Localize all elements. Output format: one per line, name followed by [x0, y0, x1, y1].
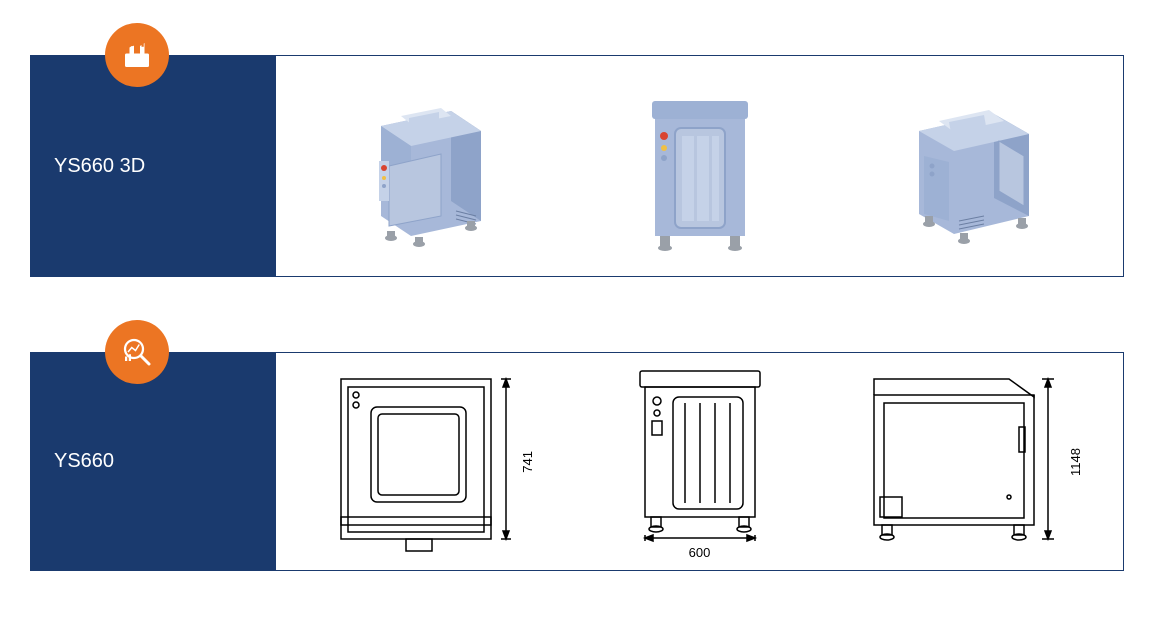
view-top-drawing: 741: [296, 367, 565, 557]
content-3d: [275, 55, 1124, 277]
view-iso-right: [834, 66, 1103, 266]
dim-side-height: 1148: [1068, 448, 1083, 476]
content-tech: 741: [275, 352, 1124, 571]
row-tech: YS660: [30, 317, 1124, 571]
view-front: [565, 66, 834, 266]
row-title-3d: YS660 3D: [54, 155, 145, 178]
row-title-tech: YS660: [54, 450, 114, 473]
dim-front-width: 600: [689, 545, 711, 560]
tools-icon: [105, 23, 169, 87]
row-3d: YS660 3D: [30, 20, 1124, 277]
label-block-tech: YS660: [30, 352, 275, 571]
view-iso-left: [296, 66, 565, 266]
label-block-3d: YS660 3D: [30, 55, 275, 277]
view-front-drawing: 600: [565, 363, 834, 560]
dim-top-height: 741: [520, 451, 535, 473]
view-side-drawing: 1148: [834, 367, 1103, 557]
analytics-icon: [105, 320, 169, 384]
